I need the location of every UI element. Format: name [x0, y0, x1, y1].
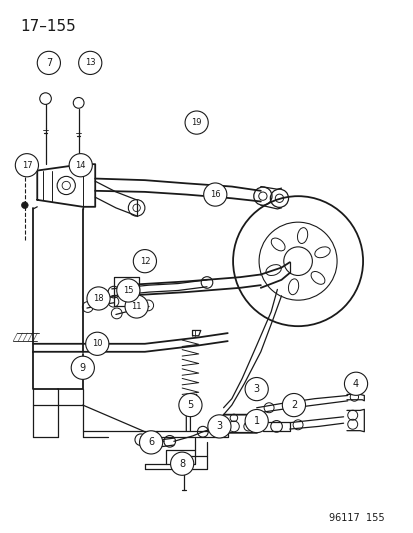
Circle shape — [69, 154, 92, 177]
Text: 19: 19 — [191, 118, 202, 127]
Circle shape — [116, 279, 140, 302]
Circle shape — [139, 431, 162, 454]
Text: 96117  155: 96117 155 — [329, 513, 384, 523]
Text: 14: 14 — [75, 161, 86, 169]
Text: 4: 4 — [352, 379, 358, 389]
Circle shape — [344, 372, 367, 395]
Text: 11: 11 — [131, 302, 142, 311]
Text: 3: 3 — [216, 422, 222, 431]
Circle shape — [170, 452, 193, 475]
Circle shape — [87, 287, 110, 310]
Text: 10: 10 — [92, 340, 102, 348]
Circle shape — [125, 295, 148, 318]
Text: 13: 13 — [85, 59, 95, 67]
Circle shape — [85, 332, 109, 356]
Text: 17–155: 17–155 — [21, 19, 76, 34]
Text: 5: 5 — [187, 400, 193, 410]
Circle shape — [244, 409, 268, 433]
Text: 16: 16 — [209, 190, 220, 199]
Text: 1: 1 — [253, 416, 259, 426]
Circle shape — [203, 183, 226, 206]
Text: 12: 12 — [139, 257, 150, 265]
Circle shape — [178, 393, 202, 417]
Circle shape — [282, 393, 305, 417]
Text: 7: 7 — [45, 58, 52, 68]
Text: 9: 9 — [80, 363, 85, 373]
Circle shape — [207, 415, 230, 438]
Text: 8: 8 — [179, 459, 185, 469]
Text: 17: 17 — [21, 161, 32, 169]
Circle shape — [244, 377, 268, 401]
Circle shape — [15, 154, 38, 177]
Text: 2: 2 — [290, 400, 297, 410]
Circle shape — [37, 51, 60, 75]
Text: 6: 6 — [148, 438, 154, 447]
Circle shape — [78, 51, 102, 75]
Circle shape — [133, 249, 156, 273]
Circle shape — [71, 356, 94, 379]
Circle shape — [185, 111, 208, 134]
Text: 3: 3 — [253, 384, 259, 394]
Circle shape — [21, 202, 28, 208]
Text: 18: 18 — [93, 294, 104, 303]
Text: 15: 15 — [123, 286, 133, 295]
